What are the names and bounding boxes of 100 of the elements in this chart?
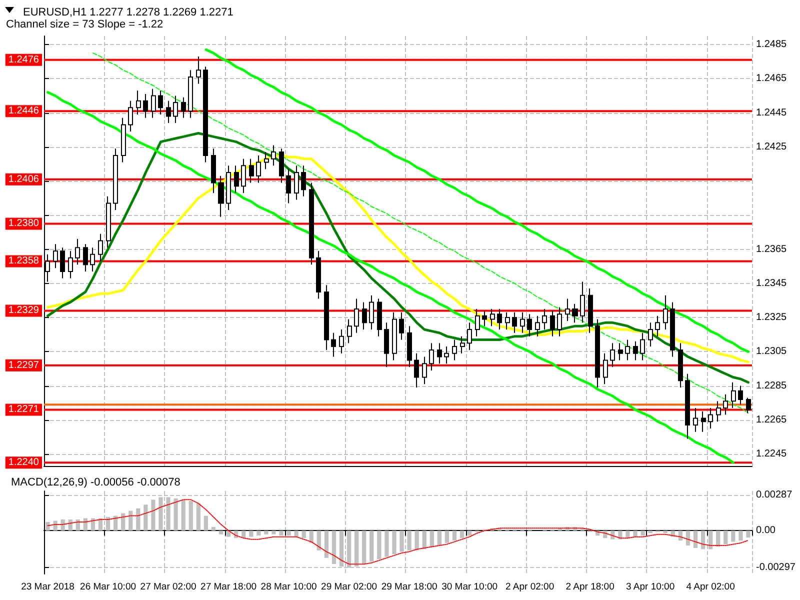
candlestick <box>196 56 201 84</box>
line-series <box>46 91 734 464</box>
bar <box>370 530 374 562</box>
candlestick <box>151 88 156 118</box>
candlestick <box>572 303 578 324</box>
ref-line-label: 1.2380 <box>8 218 40 230</box>
candlestick <box>505 312 510 330</box>
candlestick <box>618 342 623 361</box>
candlestick <box>331 332 336 358</box>
bar <box>716 530 720 547</box>
candlestick <box>738 385 743 406</box>
bar <box>452 530 457 541</box>
candlestick <box>354 298 359 334</box>
candlestick <box>301 165 306 197</box>
candlestick <box>588 288 593 334</box>
y-tick-label: 1.2285 <box>756 380 788 392</box>
bar <box>181 500 186 531</box>
x-tick-label: 27 Mar 18:00 <box>200 582 257 592</box>
bar <box>430 530 434 547</box>
bar <box>686 530 690 546</box>
candlestick <box>68 250 73 279</box>
y-tick-label: 1.2465 <box>756 73 788 84</box>
candlestick <box>625 339 630 361</box>
candlestick <box>437 342 442 364</box>
candlestick <box>53 244 58 269</box>
candlestick <box>60 247 65 279</box>
candlestick <box>512 312 517 334</box>
bar <box>437 530 442 546</box>
candlestick <box>527 314 532 337</box>
candlestick <box>256 154 261 184</box>
bar <box>302 530 306 538</box>
candlestick <box>708 407 713 429</box>
ref-line-label: 1.2297 <box>8 360 40 371</box>
candlestick <box>444 346 449 364</box>
x-tick-label: 27 Mar 02:00 <box>140 582 196 592</box>
bar <box>626 530 630 538</box>
line-series <box>92 52 749 414</box>
x-tick-label: 26 Mar 10:00 <box>80 582 136 592</box>
y-tick-label: 1.2485 <box>756 39 788 50</box>
y-tick-label: 1.2325 <box>756 312 788 324</box>
bar <box>648 530 652 534</box>
bar <box>460 530 464 538</box>
candlestick <box>158 90 163 115</box>
bar <box>738 530 743 541</box>
bar <box>272 530 276 534</box>
line-series <box>204 48 750 353</box>
candlestick <box>414 352 419 388</box>
candlestick <box>377 298 382 337</box>
ref-line-label: 1.2446 <box>8 106 40 117</box>
candlestick <box>286 168 291 204</box>
candlestick <box>128 100 133 132</box>
candlestick <box>136 90 141 115</box>
candlestick <box>633 340 638 361</box>
bar <box>218 530 224 534</box>
bar <box>196 503 200 531</box>
bar <box>264 530 268 534</box>
candlestick <box>392 312 397 361</box>
ref-line-label: 1.2406 <box>8 174 40 185</box>
candlestick <box>309 182 314 266</box>
bar <box>249 530 254 537</box>
bar <box>724 530 728 544</box>
x-tick-label: 2 Apr 02:00 <box>506 582 554 592</box>
bar <box>136 508 140 531</box>
bar <box>128 510 133 531</box>
candlestick <box>113 148 118 211</box>
x-tick-label: 28 Mar 10:00 <box>260 582 317 592</box>
x-tick-label: 29 Mar 18:00 <box>381 582 438 592</box>
candlestick <box>497 308 502 330</box>
bar <box>610 530 615 540</box>
x-tick-label: 29 Mar 02:00 <box>321 582 378 592</box>
bar <box>121 513 126 531</box>
candlestick <box>264 152 269 170</box>
bar <box>392 530 396 554</box>
x-tick-label: 4 Apr 02:00 <box>686 582 735 592</box>
ref-line-label: 1.2271 <box>8 404 40 416</box>
bar <box>377 530 382 560</box>
candlestick <box>429 342 434 371</box>
candlestick <box>535 315 540 337</box>
candlestick <box>234 165 239 194</box>
candlestick <box>422 356 427 385</box>
candlestick <box>407 326 412 368</box>
candlestick <box>731 382 736 408</box>
candlestick <box>460 336 465 354</box>
bar <box>414 530 419 550</box>
candlestick <box>211 148 216 194</box>
candlestick <box>218 175 224 218</box>
line-series <box>46 132 750 384</box>
bar <box>151 500 156 531</box>
line-series <box>47 499 749 565</box>
bar <box>211 526 216 531</box>
candlestick <box>550 310 555 337</box>
bar <box>663 530 668 534</box>
bar <box>174 498 178 531</box>
chart-title: MACD(12,26,9) -0.00056 -0.00078 <box>11 476 180 488</box>
bar <box>188 500 193 531</box>
candlestick <box>520 312 525 334</box>
bar <box>467 530 472 536</box>
y-tick-label: 1.2365 <box>756 244 788 255</box>
candlestick <box>746 397 751 414</box>
line-series <box>46 154 750 364</box>
